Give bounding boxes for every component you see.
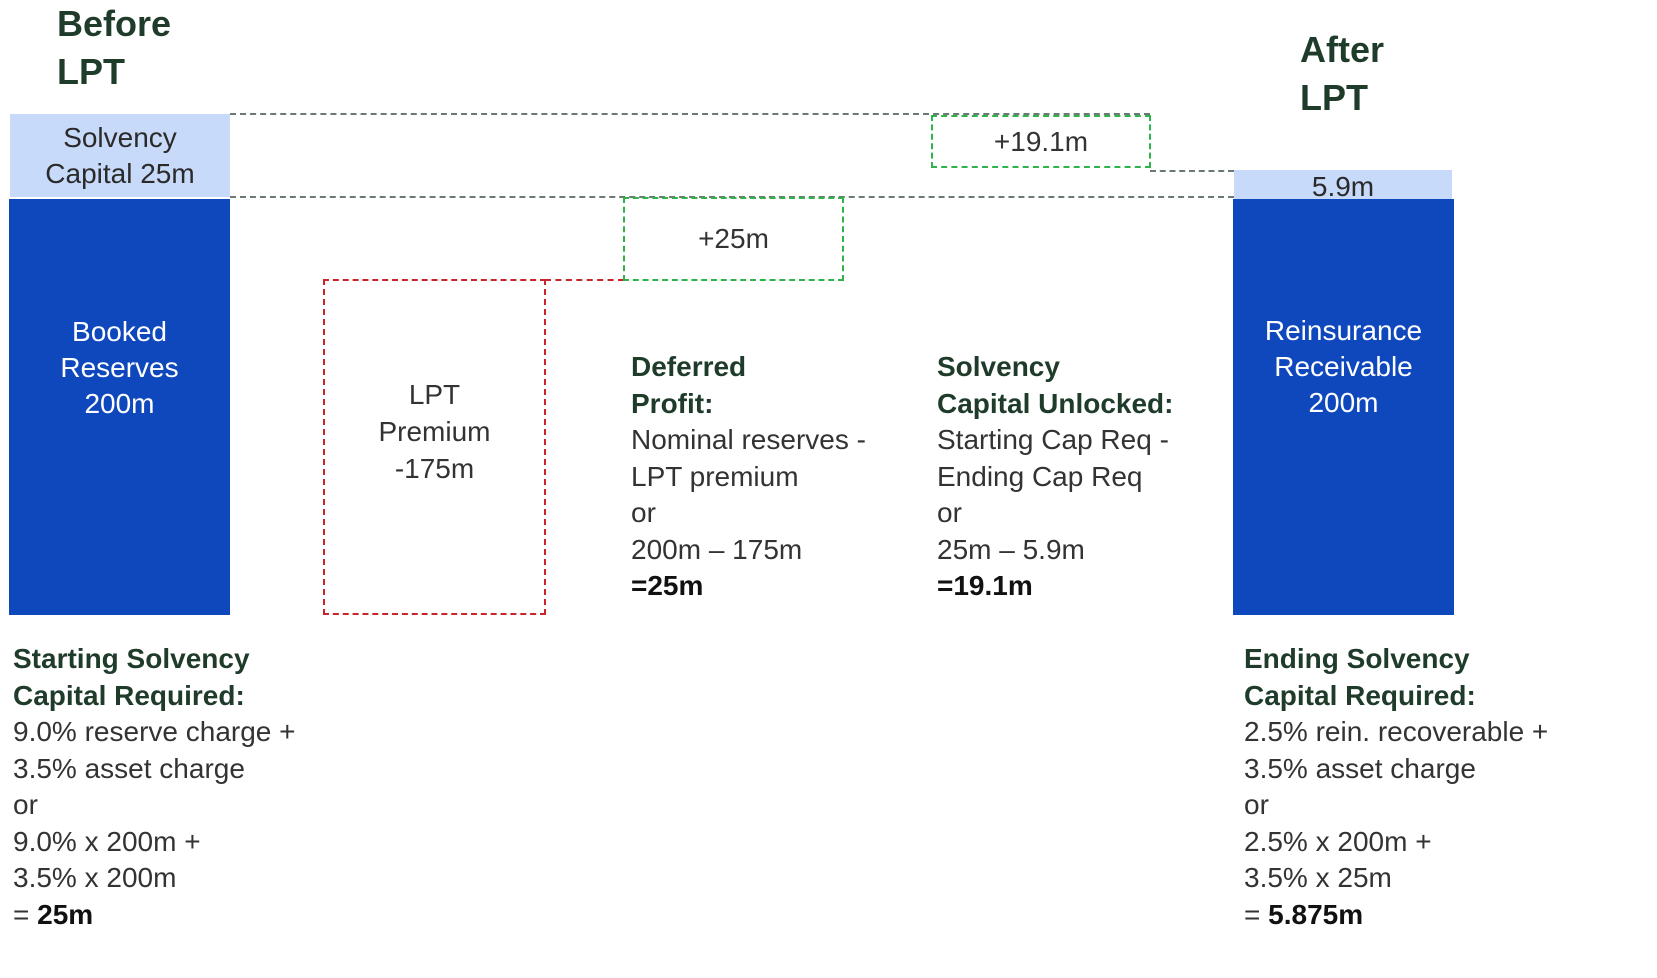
annotation-result: =19.1m	[937, 570, 1033, 601]
annotation-title: Starting Solvency	[13, 643, 250, 674]
annotation-result-line: = 25m	[13, 897, 296, 934]
heading-line: After	[1300, 29, 1385, 70]
block-text: +25m	[698, 223, 769, 254]
block-text: Reserves	[60, 352, 179, 383]
annotation-line: 2.5% rein. recoverable +	[1244, 716, 1549, 747]
connector-to-after-capital	[1150, 170, 1234, 172]
annotation-line: or	[937, 497, 962, 528]
ending-capital-annotation: Ending Solvency Capital Required: 2.5% r…	[1244, 641, 1548, 933]
reinsurance-receivable-block: Reinsurance Receivable 200m	[1233, 199, 1454, 615]
annotation-line: 9.0% x 200m +	[13, 825, 201, 857]
starting-capital-annotation: Starting Solvency Capital Required: 9.0%…	[13, 641, 296, 933]
annotation-title: Deferred	[631, 351, 747, 382]
booked-reserves-block: Booked Reserves 200m	[9, 199, 230, 615]
result-prefix: =	[1244, 898, 1269, 930]
block-text: Solvency	[63, 121, 177, 153]
annotation-title: Capital Required:	[1244, 679, 1476, 711]
block-text: +19.1m	[993, 125, 1089, 157]
annotation-line: 25m – 5.9m	[937, 533, 1085, 565]
block-text: 200m	[84, 388, 155, 419]
block-text: 5.9m	[1311, 170, 1375, 202]
annotation-title: Ending Solvency	[1244, 643, 1470, 674]
annotation-result-line: = 5.875m	[1244, 897, 1548, 934]
solvency-unlocked-annotation: Solvency Capital Unlocked: Starting Cap …	[937, 349, 1173, 605]
annotation-result: =25m	[631, 570, 704, 601]
annotation-line: 9.0% reserve charge +	[13, 716, 296, 747]
annotation-title: Capital Unlocked:	[937, 387, 1174, 419]
block-text: Receivable	[1274, 351, 1413, 382]
block-text: Reinsurance	[1264, 315, 1423, 346]
heading-line: LPT	[57, 51, 125, 92]
lpt-premium-block: LPT Premium -175m	[323, 279, 546, 615]
connector-premium-line	[545, 279, 624, 281]
annotation-line: 3.5% x 25m	[1244, 862, 1392, 893]
annotation-line: or	[13, 789, 38, 820]
annotation-line: or	[1244, 789, 1269, 820]
block-text: LPT	[408, 378, 461, 410]
block-text: Capital 25m	[45, 157, 195, 189]
before-lpt-heading: Before LPT	[57, 0, 171, 96]
solvency-capital-before-block: Solvency Capital 25m	[10, 114, 230, 197]
annotation-line: 200m – 175m	[631, 533, 803, 565]
annotation-line: Nominal reserves -	[631, 424, 866, 455]
deferred-profit-annotation: Deferred Profit: Nominal reserves - LPT …	[631, 349, 866, 605]
annotation-result: 5.875m	[1268, 898, 1364, 930]
annotation-line: 3.5% asset charge	[13, 752, 245, 784]
after-lpt-heading: After LPT	[1300, 26, 1384, 122]
solvency-capital-after-block: 5.9m	[1234, 170, 1452, 202]
block-text: Booked	[72, 316, 167, 347]
annotation-line: 2.5% x 200m +	[1244, 825, 1432, 857]
block-text: Premium	[378, 415, 491, 447]
block-text: 200m	[1308, 387, 1379, 418]
result-prefix: =	[13, 898, 38, 930]
annotation-line: Starting Cap Req -	[937, 424, 1169, 455]
connector-top-line	[230, 113, 1150, 115]
annotation-line: 3.5% x 200m	[13, 862, 177, 893]
annotation-line: 3.5% asset charge	[1244, 752, 1476, 784]
annotation-line: LPT premium	[631, 460, 799, 492]
deferred-profit-increment-block: +25m	[623, 197, 844, 281]
solvency-unlocked-increment-block: +19.1m	[931, 115, 1151, 168]
block-text: -175m	[394, 452, 475, 484]
annotation-line: Ending Cap Req	[937, 460, 1143, 492]
heading-line: Before	[57, 3, 172, 44]
annotation-title: Solvency	[937, 351, 1060, 382]
heading-line: LPT	[1300, 77, 1368, 118]
annotation-title: Profit:	[631, 387, 714, 419]
annotation-result: 25m	[37, 898, 94, 930]
annotation-title: Capital Required:	[13, 679, 245, 711]
annotation-line: or	[631, 497, 656, 528]
